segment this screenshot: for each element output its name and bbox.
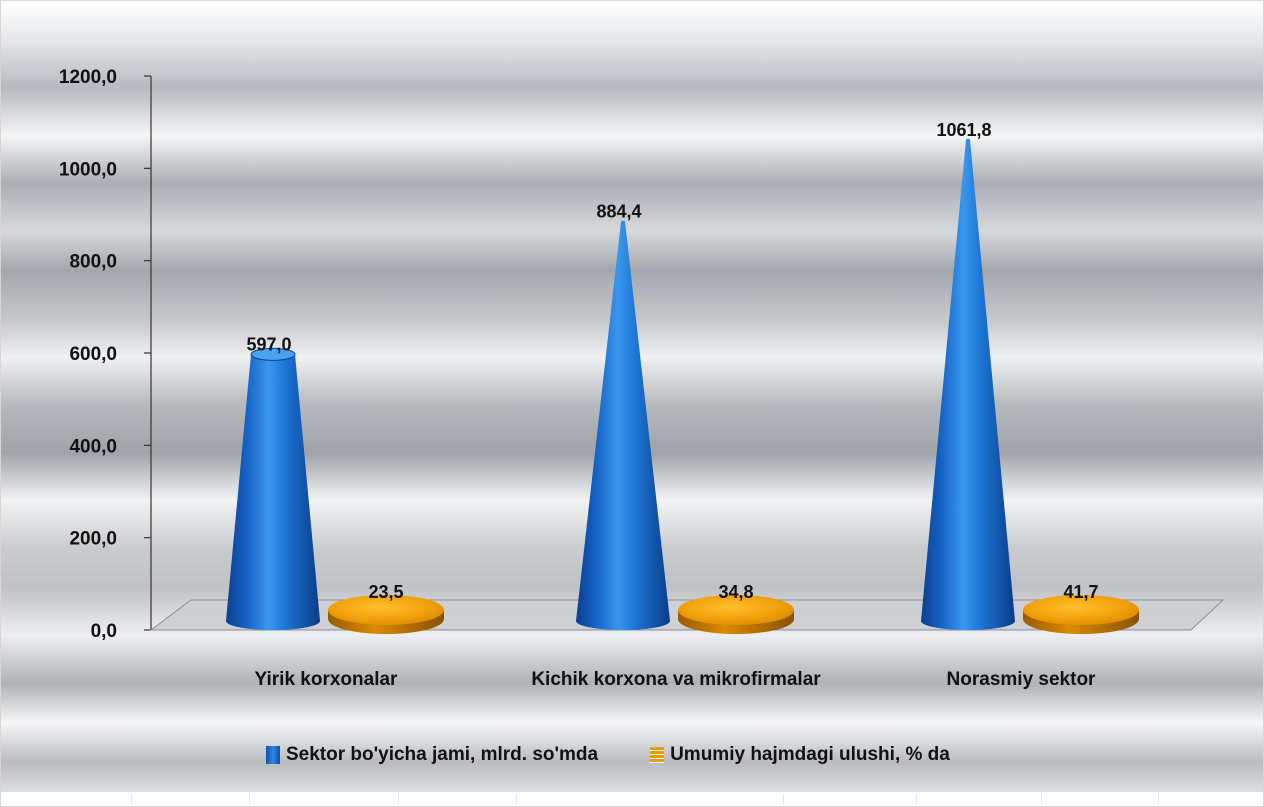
data-label-series-2: 34,8: [718, 582, 753, 602]
y-tick-label: 0,0: [91, 621, 117, 642]
bottom-strip: [1, 791, 1263, 806]
strip-divider: [249, 794, 250, 804]
data-label-series-1: 597,0: [246, 334, 291, 354]
chart-marks: [226, 138, 1139, 634]
data-label-series-2: 41,7: [1063, 582, 1098, 602]
legend-item-series-2: Umumiy hajmdagi ulushi, % da: [650, 744, 950, 766]
legend-label-series-1: Sektor bo'yicha jami, mlrd. so'mda: [286, 744, 599, 765]
cone-bar-series-1: [226, 348, 320, 630]
disc-bar-series-2: [678, 595, 794, 625]
x-tick-label: Norasmiy sektor: [947, 669, 1097, 690]
data-label-series-1: 1061,8: [936, 120, 991, 140]
strip-divider: [131, 794, 132, 804]
strip-divider: [916, 794, 917, 804]
cone-top-cap: [250, 347, 296, 361]
data-label-series-2: 23,5: [368, 582, 403, 602]
x-tick-label: Kichik korxona va mikrofirmalar: [531, 669, 821, 690]
y-tick-label: 800,0: [69, 252, 117, 273]
cone-bar-series-1: [576, 220, 670, 630]
cone-bar-series-1: [921, 138, 1015, 630]
strip-divider: [783, 794, 784, 804]
disc-bar-series-2: [1023, 595, 1139, 625]
y-tick-label: 200,0: [69, 529, 117, 550]
chart-labels: Yirik korxonalar 597,0 23,5 Kichik korxona …: [246, 120, 1098, 690]
legend: Sektor bo'yicha jami, mlrd. so'mda Umumi…: [266, 740, 950, 770]
strip-divider: [1041, 794, 1042, 804]
y-axis: 0,0 200,0 400,0 600,0 800,0 1000,0 1200,0: [59, 67, 152, 642]
strip-divider: [516, 794, 517, 804]
legend-swatch-series-1: [266, 746, 280, 764]
legend-label-series-2: Umumiy hajmdagi ulushi, % da: [670, 744, 950, 765]
x-tick-label: Yirik korxonalar: [255, 669, 399, 690]
y-tick-label: 400,0: [69, 436, 117, 457]
legend-swatch-series-2: [650, 747, 665, 763]
strip-divider: [398, 794, 399, 804]
strip-divider: [1158, 794, 1159, 804]
legend-item-series-1: Sektor bo'yicha jami, mlrd. so'mda: [266, 744, 598, 766]
data-label-series-1: 884,4: [596, 202, 641, 222]
y-tick-label: 600,0: [69, 344, 117, 365]
y-tick-label: 1200,0: [59, 67, 117, 88]
disc-bar-series-2: [328, 595, 444, 625]
y-tick-label: 1000,0: [59, 159, 117, 180]
